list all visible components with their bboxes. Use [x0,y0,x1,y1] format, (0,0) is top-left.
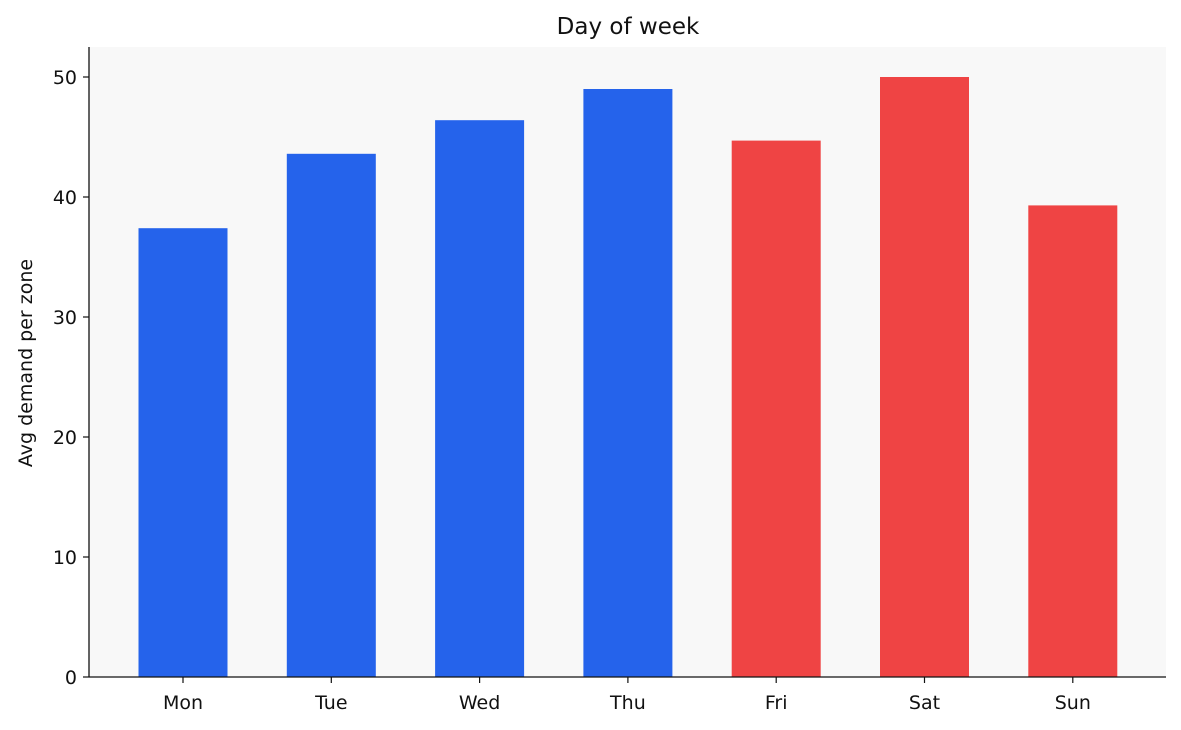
y-tick-label: 10 [53,547,77,569]
bar-thu [583,89,673,677]
y-tick-label: 50 [53,67,77,89]
x-ticks: Mon Tue Wed Thu Fri Sat Sun [163,677,1091,714]
x-tick-label: Sun [1055,692,1091,714]
bar-sat [880,77,969,677]
chart-title: Day of week [557,14,700,40]
x-tick-label: Wed [459,692,500,714]
x-tick-label: Sat [909,692,940,714]
bar-sun [1028,205,1118,677]
bar-tue [286,153,376,678]
y-tick-label: 30 [53,307,77,329]
bar-mon [138,228,228,677]
x-tick-label: Tue [314,692,347,714]
bars-layer [138,77,1118,678]
x-tick-label: Thu [609,692,646,714]
y-tick-label: 0 [65,667,77,689]
bar-wed [435,120,525,677]
y-axis-label: Avg demand per zone [15,259,37,467]
y-tick-label: 20 [53,427,77,449]
x-tick-label: Fri [765,692,788,714]
y-ticks: 0 10 20 30 40 50 [53,67,89,689]
y-tick-label: 40 [53,187,77,209]
bar-fri [731,140,821,678]
x-tick-label: Mon [163,692,203,714]
